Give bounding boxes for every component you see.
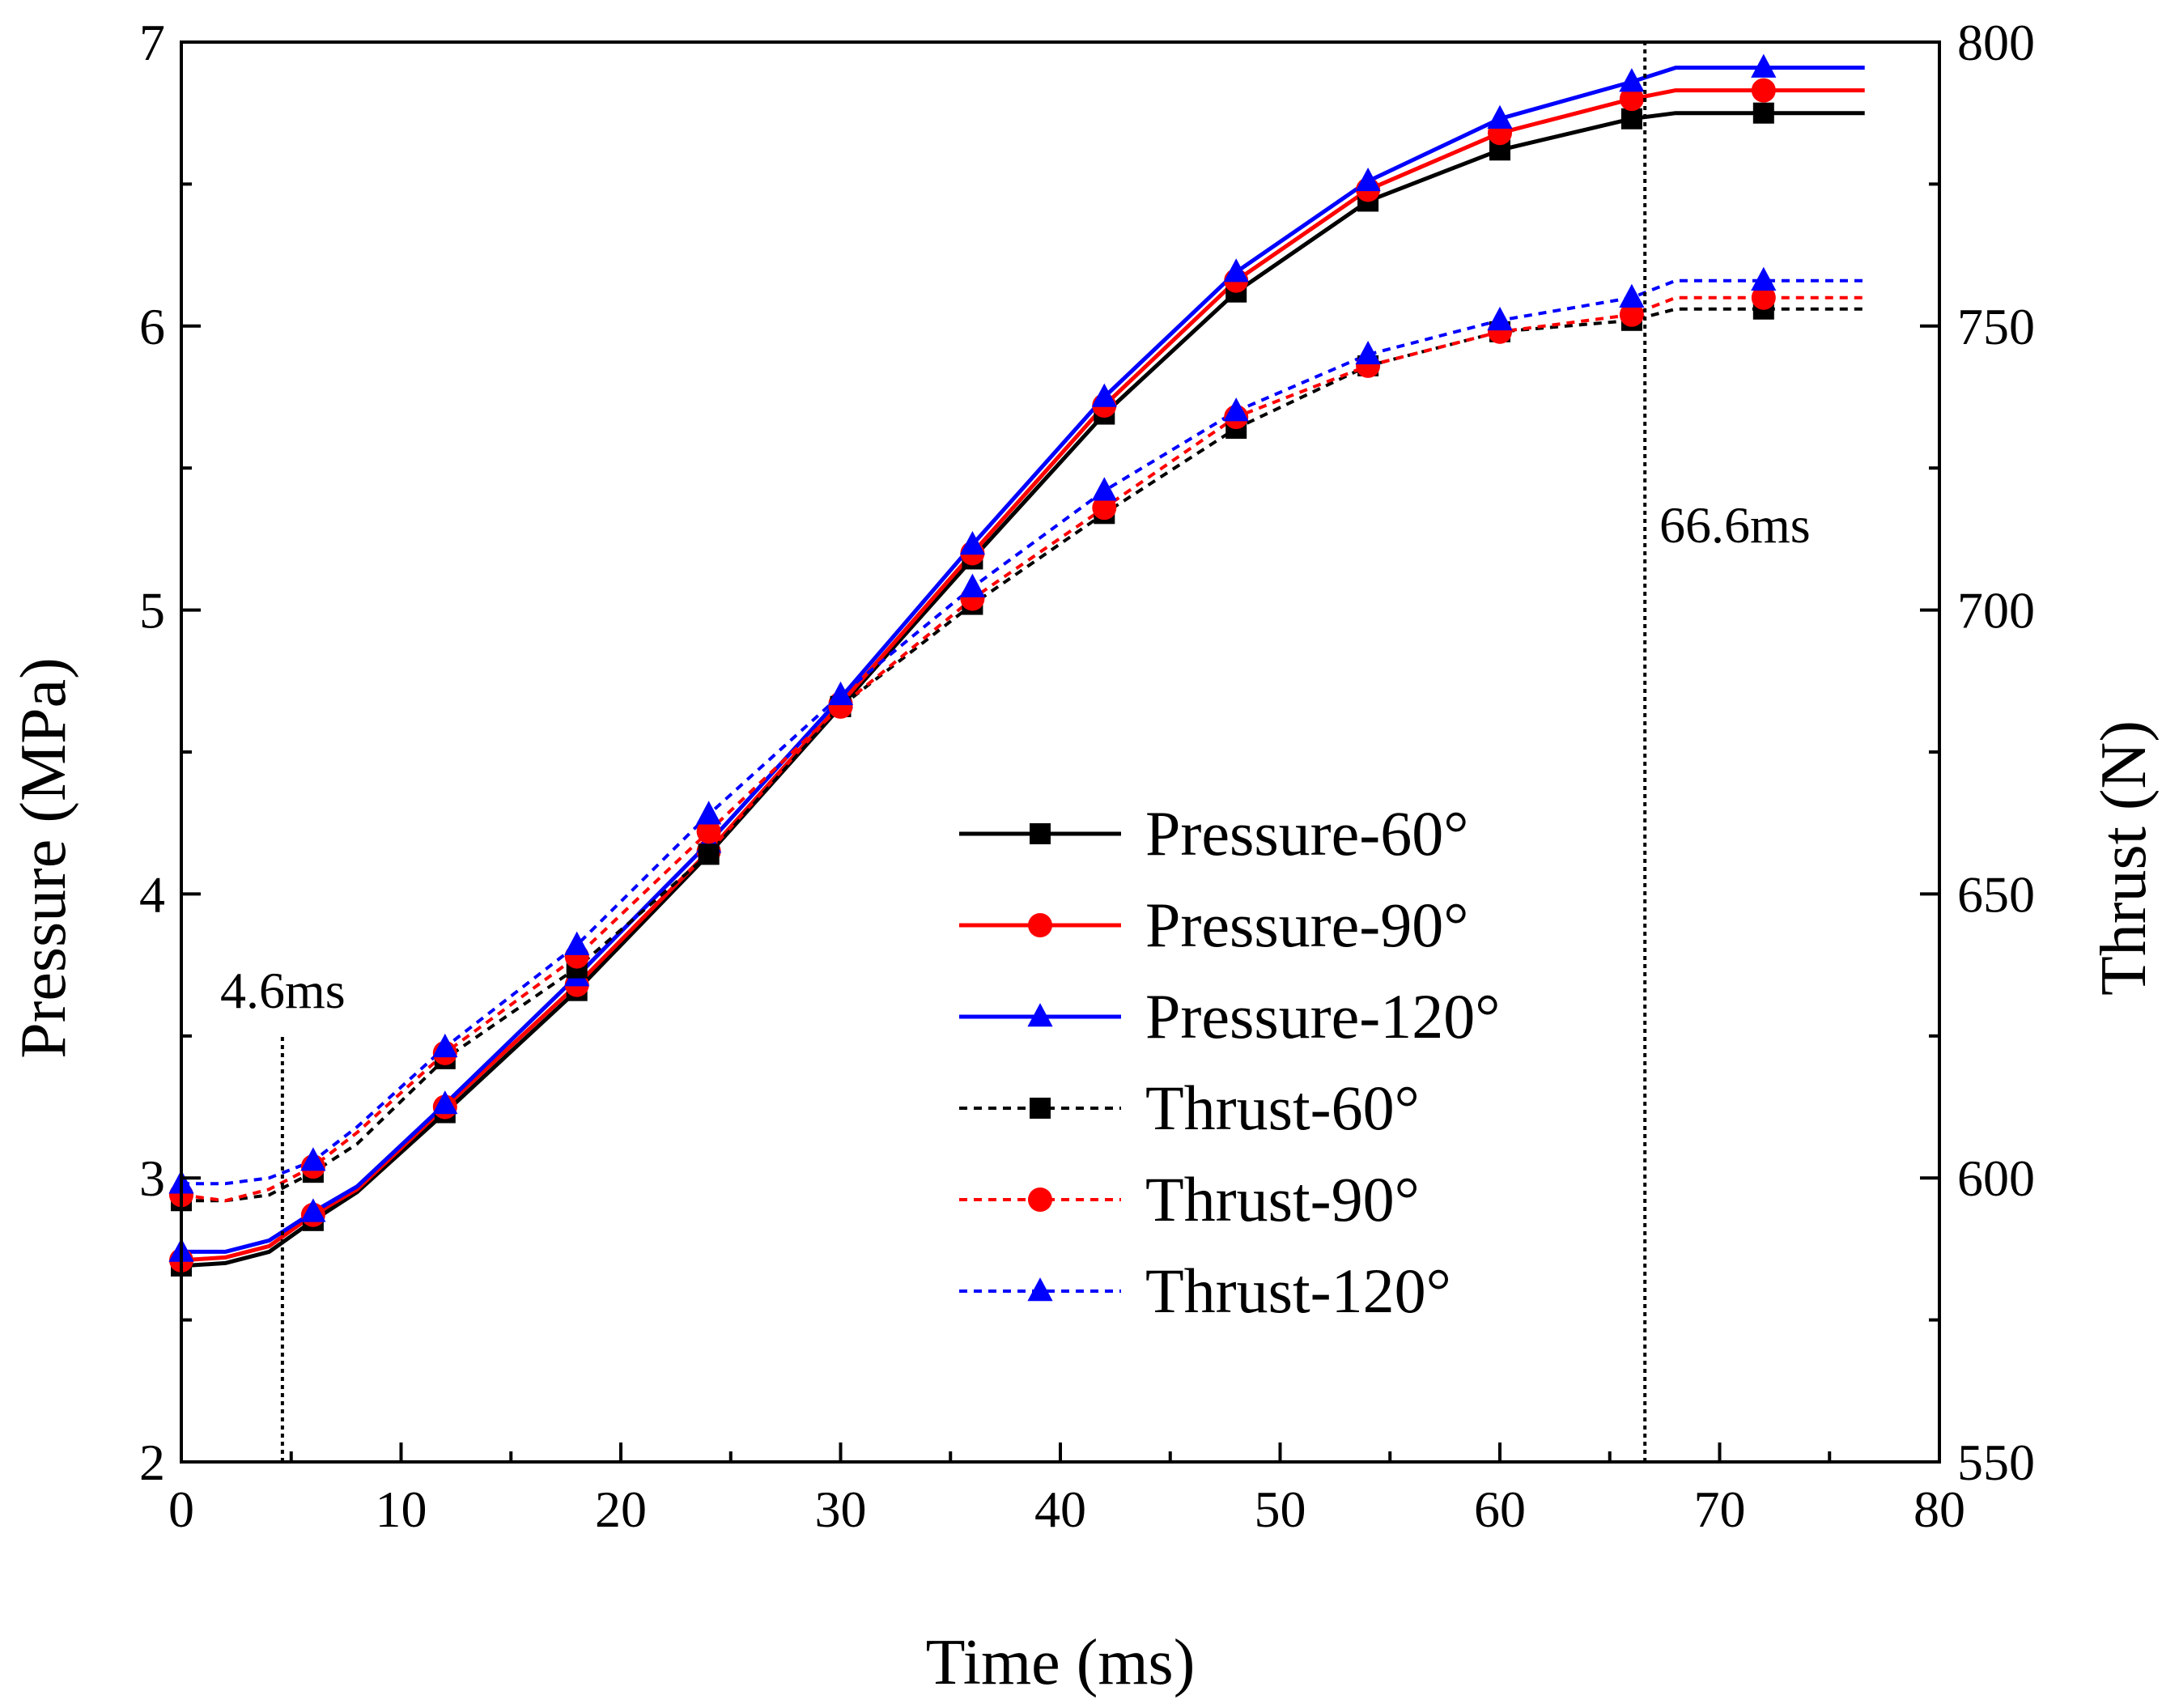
y2-tick-label: 800 — [1957, 14, 2035, 71]
legend-label-1: Pressure-90° — [1145, 890, 1468, 960]
data-point-0 — [1752, 102, 1774, 124]
y-tick-label: 2 — [139, 1434, 165, 1491]
axes: 0 10 20 30 40 50 60 70 80 2 3 4 5 6 7 550 600 650 700 750 80… — [139, 14, 2035, 1538]
data-point-2 — [959, 530, 985, 555]
x-tick-label: 0 — [168, 1481, 194, 1538]
data-point-2 — [1751, 53, 1777, 78]
data-point-5 — [432, 1033, 458, 1058]
y2-axis-title: Thrust (N) — [2088, 720, 2160, 996]
data-point-2 — [1487, 104, 1513, 130]
legend-marker-2 — [1027, 1003, 1053, 1027]
data-point-4 — [1619, 302, 1644, 327]
legend-label-5: Thrust-120° — [1145, 1256, 1451, 1326]
annotations: 4.6ms 66.6ms — [220, 42, 1811, 1462]
data-point-5 — [1091, 477, 1117, 501]
series-line-0 — [181, 111, 1865, 1268]
data-point-4 — [696, 819, 721, 844]
data-point-4 — [1751, 285, 1776, 310]
legend-marker-3 — [1030, 1098, 1051, 1119]
series-lines — [181, 66, 1865, 1268]
x-tick-label: 70 — [1694, 1481, 1746, 1538]
plot-frame — [180, 40, 1941, 1464]
data-point-0 — [1620, 108, 1642, 130]
legend-label-3: Thrust-60° — [1145, 1073, 1420, 1143]
data-point-1 — [1619, 87, 1644, 112]
y-tick-label: 4 — [139, 865, 165, 923]
data-point-4 — [1092, 495, 1117, 520]
legend-marker-0 — [1030, 823, 1051, 844]
data-point-5 — [564, 931, 590, 955]
data-point-5 — [1223, 397, 1249, 422]
y2-tick-label: 600 — [1957, 1149, 2035, 1207]
legend-marker-4 — [1028, 1188, 1052, 1212]
series-line-2 — [181, 66, 1865, 1254]
series-line-3 — [181, 307, 1865, 1203]
y2-tick-label: 750 — [1957, 298, 2035, 355]
x-tick-label: 10 — [376, 1481, 427, 1538]
data-point-1 — [1751, 78, 1776, 103]
data-point-2 — [1091, 383, 1117, 407]
data-point-5 — [1619, 283, 1645, 308]
y-tick-label: 5 — [139, 582, 165, 639]
y2-tick-label: 700 — [1957, 582, 2035, 639]
y-tick-label: 6 — [139, 298, 165, 355]
legend-label-0: Pressure-60° — [1145, 798, 1468, 869]
x-tick-label: 30 — [815, 1481, 867, 1538]
data-point-5 — [827, 681, 854, 706]
legend-label-4: Thrust-90° — [1145, 1164, 1420, 1234]
x-tick-label: 40 — [1034, 1481, 1086, 1538]
data-point-5 — [696, 801, 722, 825]
series-line-5 — [181, 278, 1865, 1186]
data-point-2 — [1619, 68, 1645, 92]
legend-marker-1 — [1028, 913, 1052, 937]
data-point-2 — [1223, 258, 1249, 283]
y-tick-label: 3 — [139, 1149, 165, 1207]
data-point-5 — [1487, 306, 1513, 331]
y2-tick-label: 550 — [1957, 1434, 2035, 1491]
legend-marker-5 — [1027, 1277, 1053, 1302]
data-point-5 — [300, 1147, 326, 1171]
series-markers — [168, 53, 1777, 1277]
x-tick-label: 50 — [1255, 1481, 1306, 1538]
legend-label-2: Pressure-120° — [1145, 981, 1500, 1052]
series-line-1 — [181, 88, 1865, 1263]
data-point-5 — [1751, 266, 1777, 291]
x-tick-label: 80 — [1914, 1481, 1965, 1538]
series-line-4 — [181, 295, 1865, 1203]
y-tick-label: 7 — [139, 14, 165, 71]
legend: Pressure-60° Pressure-90° Pressure-120° Thr… — [959, 798, 1500, 1326]
data-point-2 — [1355, 167, 1381, 192]
y-axis-title: Pressure (MPa) — [8, 657, 79, 1058]
data-point-2 — [432, 1090, 458, 1115]
data-point-5 — [1355, 340, 1381, 365]
x-tick-label: 20 — [595, 1481, 647, 1538]
data-point-2 — [300, 1198, 326, 1222]
y2-tick-label: 650 — [1957, 865, 2035, 923]
annotation-label: 66.6ms — [1659, 496, 1811, 554]
x-axis-title: Time (ms) — [926, 1627, 1196, 1698]
data-point-5 — [959, 573, 985, 597]
annotation-label: 4.6ms — [220, 962, 346, 1019]
data-point-3 — [698, 843, 720, 865]
x-tick-label: 60 — [1474, 1481, 1526, 1538]
